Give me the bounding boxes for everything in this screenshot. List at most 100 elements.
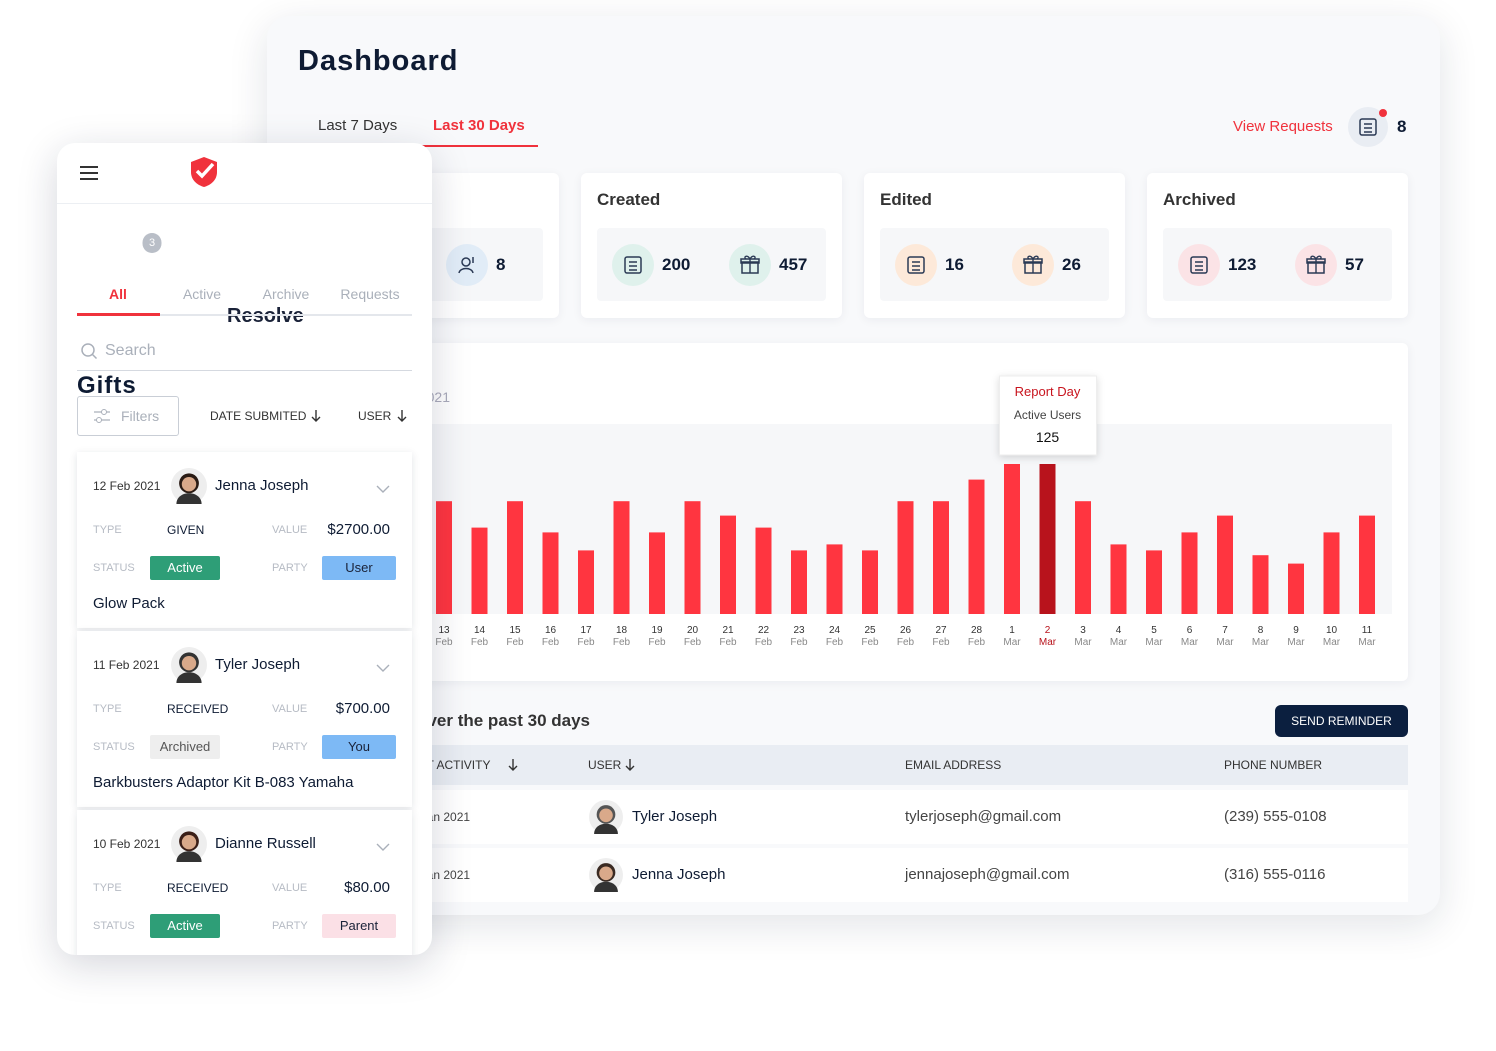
x-tick-month: Feb [435,637,453,648]
label-party: PARTY [272,562,308,574]
bar [436,501,452,614]
bar-chart: Feb - Mar 202113Feb14Feb15Feb16Feb17Feb1… [354,375,1392,648]
cell-user: Jenna Joseph [632,866,726,883]
bar [1146,550,1162,614]
x-tick-month: Feb [648,637,666,648]
label-value: VALUE [272,524,308,536]
bar [1288,563,1304,614]
gifts-count: 3 [142,233,162,253]
x-tick-day: 5 [1151,625,1157,636]
bar [649,532,665,614]
bar [897,501,914,614]
filters-button[interactable] [77,396,179,436]
gift-date: 10 Feb 2021 [93,837,161,851]
x-tick-day: 3 [1080,625,1086,636]
menu-icon-svg [80,166,98,180]
chevron [376,839,390,851]
x-tick-month: Feb [542,637,560,648]
x-tick-day: 21 [722,625,734,636]
gift-value: $2700.00 [327,521,390,538]
requests-icon-svg [1348,107,1388,147]
bar [1181,532,1198,614]
column-header: PHONE NUMBER [1224,758,1323,772]
x-tick-day: 15 [509,625,521,636]
bar [1252,555,1269,614]
gift-user: Tyler Joseph [215,656,301,673]
stat-icon [446,244,488,286]
gift-user: Jenna Joseph [215,477,309,494]
chevron [376,481,390,493]
bar [1075,501,1091,614]
gifts-title: Gifts [77,372,137,399]
x-tick-month: Mar [1110,637,1128,648]
x-tick-day: 2 [1045,625,1051,636]
sort-date[interactable]: DATE SUBMITED [210,409,307,423]
x-tick-day: 6 [1187,625,1193,636]
search-input[interactable]: Search [105,342,156,359]
logo-svg [191,157,217,187]
x-tick-day: 13 [438,625,450,636]
sort-arrow-svg [397,410,407,422]
tab[interactable]: Last 7 Days [318,117,398,134]
gift-card[interactable] [77,452,412,628]
stat-value: 8 [496,255,506,274]
x-tick-month: Feb [826,637,844,648]
gift-value: $700.00 [335,700,390,717]
x-tick-month: Feb [684,637,702,648]
cell-email: tylerjoseph@gmail.com [905,808,1062,825]
table-header [300,745,1408,785]
avatar-svg [589,858,623,892]
avatar [171,647,207,683]
stat-value: 123 [1228,255,1257,274]
stat-icon [1178,244,1220,286]
bar [1217,515,1233,614]
view-requests[interactable]: View Requests [1233,118,1333,135]
x-tick-day: 23 [793,625,805,636]
avatar [589,800,623,834]
label-party: PARTY [272,741,308,753]
dashboard-panel: Dashboard Last 7 Days Last 30 Days View Req… [267,16,1440,915]
x-tick-day: 10 [1326,625,1338,636]
chevron-svg [376,664,390,672]
sort-arrow [397,409,407,423]
x-tick-month: Feb [613,637,631,648]
label-party: PARTY [272,920,308,932]
tab-active[interactable]: All [109,286,127,302]
party-badge: You [322,735,396,759]
tab-underline [422,145,538,147]
tab[interactable]: Archive [262,286,310,302]
search-icon-svg [81,343,98,360]
stat-icon [895,244,937,286]
stat-title: Edited [880,190,932,209]
tab-active[interactable]: Last 30 Days [433,117,525,134]
chevron-svg [376,485,390,493]
menu-icon [79,165,99,181]
stat-title: Archived [1163,190,1236,209]
gift-date: 12 Feb 2021 [93,479,161,493]
header-divider [57,203,432,204]
filters-label: Filters [121,408,160,424]
bar [542,532,559,614]
gift-type: RECEIVED [167,702,229,716]
request-count: 8 [1397,117,1407,136]
sort-user[interactable]: USER [358,409,392,423]
x-tick-month: Mar [1252,637,1270,648]
x-tick-month: Feb [932,637,950,648]
x-tick-month: Feb [897,637,915,648]
avatar-svg [171,468,207,504]
avatar-svg [171,647,207,683]
gift-card[interactable] [77,631,412,807]
chart-card: Feb - Mar 202113Feb14Feb15Feb16Feb17Feb1… [298,343,1408,681]
gift-item: Glow Pack [93,595,165,612]
send-reminder-button[interactable]: SEND REMINDER [1275,705,1408,737]
x-tick-day: 14 [474,625,486,636]
sort-arrow-svg [311,410,321,422]
tab[interactable]: Active [182,286,222,302]
bar [1323,532,1340,614]
tab[interactable]: Requests [340,286,400,302]
logo [189,156,219,188]
bar [471,527,488,614]
bar [933,501,949,614]
column-header[interactable]: USER [588,758,622,772]
filters-icon [93,407,111,425]
